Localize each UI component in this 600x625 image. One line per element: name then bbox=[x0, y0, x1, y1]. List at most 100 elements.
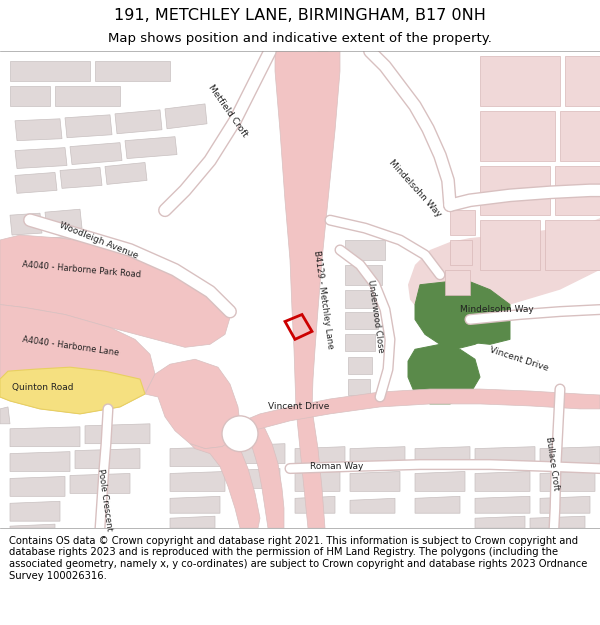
Polygon shape bbox=[70, 142, 122, 164]
Polygon shape bbox=[10, 321, 42, 344]
Polygon shape bbox=[0, 235, 230, 348]
Polygon shape bbox=[565, 56, 600, 106]
Polygon shape bbox=[170, 447, 230, 466]
Polygon shape bbox=[480, 220, 540, 270]
Text: Poole Crescent: Poole Crescent bbox=[95, 468, 113, 531]
Polygon shape bbox=[540, 447, 600, 466]
Polygon shape bbox=[475, 496, 530, 513]
Text: Map shows position and indicative extent of the property.: Map shows position and indicative extent… bbox=[108, 32, 492, 45]
Polygon shape bbox=[105, 162, 147, 184]
Polygon shape bbox=[42, 342, 74, 365]
Polygon shape bbox=[345, 311, 378, 329]
Polygon shape bbox=[415, 280, 510, 349]
Polygon shape bbox=[295, 471, 340, 491]
Text: Metfield Croft: Metfield Croft bbox=[206, 84, 249, 139]
Polygon shape bbox=[415, 447, 470, 466]
Polygon shape bbox=[530, 516, 585, 528]
Polygon shape bbox=[480, 56, 560, 106]
Polygon shape bbox=[10, 524, 55, 528]
Polygon shape bbox=[238, 389, 600, 431]
Text: Mindelsohn Way: Mindelsohn Way bbox=[460, 305, 534, 314]
Polygon shape bbox=[408, 344, 480, 404]
Polygon shape bbox=[60, 168, 102, 188]
Polygon shape bbox=[10, 476, 65, 496]
Polygon shape bbox=[115, 110, 162, 134]
Polygon shape bbox=[345, 334, 375, 351]
Polygon shape bbox=[275, 51, 340, 528]
Polygon shape bbox=[170, 516, 215, 528]
Text: A4040 - Harborne Lane: A4040 - Harborne Lane bbox=[22, 335, 119, 357]
Polygon shape bbox=[350, 471, 400, 491]
Polygon shape bbox=[55, 260, 92, 284]
Polygon shape bbox=[50, 287, 87, 309]
Polygon shape bbox=[170, 496, 220, 513]
Polygon shape bbox=[10, 427, 80, 447]
Polygon shape bbox=[370, 51, 600, 314]
Polygon shape bbox=[75, 449, 140, 469]
Polygon shape bbox=[15, 119, 62, 141]
Polygon shape bbox=[0, 367, 145, 414]
Polygon shape bbox=[15, 148, 67, 169]
Polygon shape bbox=[345, 265, 382, 285]
Polygon shape bbox=[85, 424, 150, 444]
Text: Contains OS data © Crown copyright and database right 2021. This information is : Contains OS data © Crown copyright and d… bbox=[9, 536, 587, 581]
Polygon shape bbox=[345, 290, 380, 308]
Text: 191, METCHLEY LANE, BIRMINGHAM, B17 0NH: 191, METCHLEY LANE, BIRMINGHAM, B17 0NH bbox=[114, 8, 486, 23]
Polygon shape bbox=[540, 471, 595, 491]
Polygon shape bbox=[350, 498, 395, 513]
Polygon shape bbox=[475, 471, 530, 491]
Circle shape bbox=[222, 416, 258, 452]
Polygon shape bbox=[15, 173, 57, 193]
Polygon shape bbox=[475, 447, 535, 466]
Polygon shape bbox=[415, 496, 460, 513]
Polygon shape bbox=[415, 471, 465, 491]
Text: Bullace Croft: Bullace Croft bbox=[544, 436, 560, 491]
Polygon shape bbox=[450, 240, 472, 265]
Polygon shape bbox=[45, 318, 77, 341]
Text: Mindelsohn Way: Mindelsohn Way bbox=[386, 158, 443, 218]
Polygon shape bbox=[70, 474, 130, 493]
Polygon shape bbox=[10, 501, 60, 521]
Polygon shape bbox=[0, 407, 10, 424]
Polygon shape bbox=[545, 220, 600, 270]
Polygon shape bbox=[295, 496, 335, 513]
Text: A4040 - Harborne Park Road: A4040 - Harborne Park Road bbox=[22, 261, 141, 280]
Polygon shape bbox=[350, 447, 405, 466]
Polygon shape bbox=[348, 379, 370, 395]
Polygon shape bbox=[555, 166, 600, 215]
Polygon shape bbox=[312, 51, 330, 200]
Polygon shape bbox=[125, 137, 177, 159]
Polygon shape bbox=[12, 265, 52, 288]
Polygon shape bbox=[480, 111, 555, 161]
Polygon shape bbox=[0, 304, 155, 414]
Text: Underwood Close: Underwood Close bbox=[365, 279, 385, 353]
Polygon shape bbox=[10, 213, 42, 235]
Polygon shape bbox=[12, 292, 47, 314]
Polygon shape bbox=[10, 86, 50, 106]
Polygon shape bbox=[560, 111, 600, 161]
Text: Woodleigh Avenue: Woodleigh Avenue bbox=[58, 221, 140, 261]
Polygon shape bbox=[165, 104, 207, 129]
Polygon shape bbox=[40, 236, 72, 258]
Polygon shape bbox=[480, 166, 550, 215]
Polygon shape bbox=[55, 86, 120, 106]
Polygon shape bbox=[345, 240, 385, 260]
Polygon shape bbox=[190, 439, 260, 528]
Polygon shape bbox=[10, 346, 40, 369]
Polygon shape bbox=[238, 419, 284, 528]
Polygon shape bbox=[540, 496, 590, 513]
Polygon shape bbox=[145, 359, 240, 449]
Polygon shape bbox=[45, 209, 82, 231]
Polygon shape bbox=[348, 357, 372, 374]
Polygon shape bbox=[295, 447, 345, 466]
Polygon shape bbox=[235, 444, 285, 464]
Polygon shape bbox=[230, 469, 280, 488]
Text: Quinton Road: Quinton Road bbox=[12, 382, 74, 391]
Polygon shape bbox=[10, 61, 90, 81]
Polygon shape bbox=[95, 61, 170, 81]
Polygon shape bbox=[10, 452, 70, 471]
Polygon shape bbox=[170, 471, 225, 491]
Polygon shape bbox=[65, 115, 112, 138]
Polygon shape bbox=[10, 240, 37, 262]
Polygon shape bbox=[475, 516, 525, 528]
